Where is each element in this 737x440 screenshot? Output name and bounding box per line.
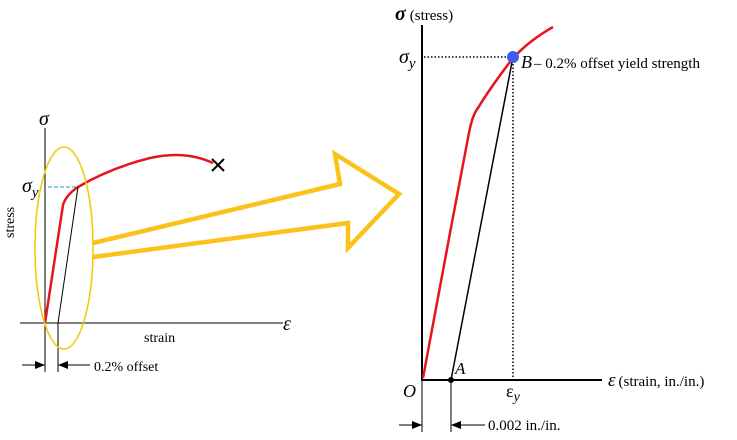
left-sigma-label: σ xyxy=(39,108,50,130)
right-x-axis-label: ε (strain, in./in.) xyxy=(608,370,704,391)
right-origin-label: O xyxy=(403,381,416,401)
left-epsilon-label: ε xyxy=(283,313,291,335)
left-offset-line xyxy=(57,186,79,324)
left-diagram: σ σy ε stress strain 0.2% offset xyxy=(3,108,291,375)
left-strain-label: strain xyxy=(144,331,175,346)
highlight-ellipse xyxy=(34,146,94,350)
left-sigma-y-label: σy xyxy=(22,175,39,201)
left-stress-strain-curve xyxy=(43,153,214,324)
point-b-marker xyxy=(507,51,519,63)
right-eps-y-label: εy xyxy=(506,381,521,405)
right-offset-line xyxy=(450,56,514,381)
left-offset-label: 0.2% offset xyxy=(94,360,158,375)
right-y-axis-label: σ (stress) xyxy=(395,3,453,25)
right-diagram: σ (stress) σy B – 0.2% offset yield streng… xyxy=(395,3,704,434)
right-offset-label: 0.002 in./in. xyxy=(488,418,561,434)
right-point-a-label: A xyxy=(454,359,466,378)
fracture-x-icon xyxy=(211,158,225,172)
right-stress-strain-curve xyxy=(421,25,554,379)
left-stress-label: stress xyxy=(3,207,18,238)
magnify-arrow xyxy=(92,149,403,260)
right-b-label: B – 0.2% offset yield strength xyxy=(521,52,700,72)
right-sigma-y-label: σy xyxy=(399,46,416,72)
point-a-marker xyxy=(448,377,454,383)
